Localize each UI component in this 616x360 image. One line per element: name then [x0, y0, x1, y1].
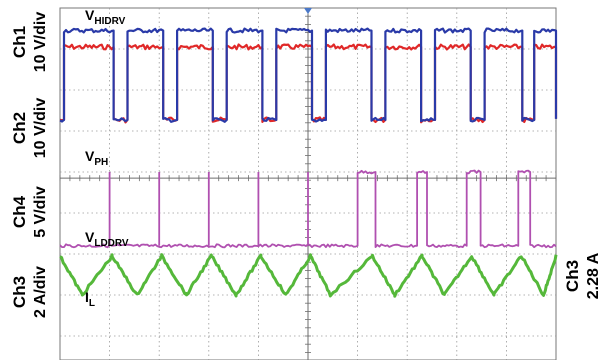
- channel-label-ch4: Ch4 5 V/div: [10, 186, 49, 238]
- plot-area: [59, 7, 558, 360]
- channel-name: Ch1: [10, 26, 29, 58]
- svg-text:VHIDRV: VHIDRV: [85, 7, 126, 27]
- right-channel-value: 2.28 A: [585, 252, 602, 299]
- right-channel-label: Ch3 2.28 A: [563, 252, 602, 299]
- channel-name: Ch2: [10, 112, 29, 144]
- trace-label-ph: VPH: [85, 148, 108, 168]
- trace-label-il: IL: [85, 289, 95, 309]
- channel-name: Ch3: [10, 276, 29, 308]
- trace-label-main: V: [85, 7, 95, 23]
- channel-label-ch3: Ch3 2 A/div: [10, 266, 49, 318]
- trace-label-main: V: [85, 229, 95, 245]
- channel-label-ch1: Ch1 10 V/div: [10, 12, 49, 73]
- trace-label-hidrv: VHIDRV: [85, 7, 126, 27]
- trace-inductor-current: [59, 253, 558, 298]
- channel-name: Ch4: [10, 195, 29, 228]
- graticule: [59, 7, 557, 360]
- channel-scale: 10 V/div: [32, 98, 49, 159]
- right-channel-name: Ch3: [563, 260, 582, 292]
- trace-label-sub: L: [89, 298, 95, 309]
- channel-scale: 5 V/div: [32, 186, 49, 238]
- trace-hidrv: [59, 27, 558, 123]
- svg-text:VPH: VPH: [85, 148, 108, 168]
- channel-scale: 10 V/div: [32, 12, 49, 73]
- channel-label-ch2: Ch2 10 V/div: [10, 98, 49, 159]
- trace-label-sub: LDDRV: [94, 238, 129, 249]
- svg-text:VLDDRV: VLDDRV: [85, 229, 129, 249]
- trace-label-main: I: [85, 289, 89, 305]
- trace-label-lddrv: VLDDRV: [85, 229, 129, 249]
- trace-label-main: V: [85, 148, 95, 164]
- trace-label-sub: PH: [94, 157, 108, 168]
- trace-label-sub: HIDRV: [94, 16, 125, 27]
- traces: [59, 27, 558, 298]
- channel-scale: 2 A/div: [32, 266, 49, 318]
- svg-text:IL: IL: [85, 289, 95, 309]
- trigger-marker: [304, 8, 312, 14]
- trace-lddrv: [59, 169, 557, 249]
